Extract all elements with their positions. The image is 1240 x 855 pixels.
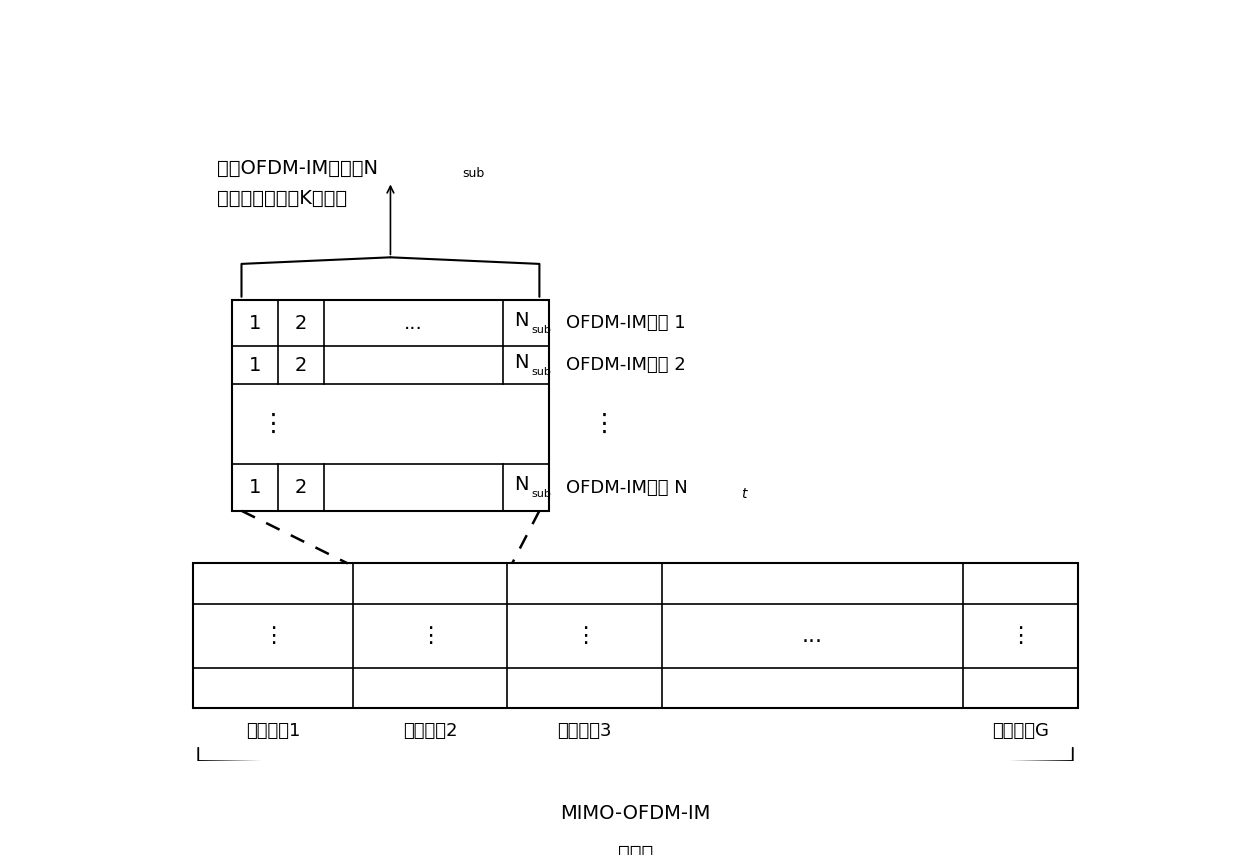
Text: 1: 1 bbox=[249, 314, 262, 333]
Text: 1: 1 bbox=[249, 356, 262, 374]
Text: ⋮: ⋮ bbox=[262, 626, 284, 646]
Text: ⋮: ⋮ bbox=[1009, 626, 1032, 646]
Text: 信号帧: 信号帧 bbox=[618, 844, 653, 855]
Text: t: t bbox=[742, 487, 746, 501]
Text: ...: ... bbox=[404, 314, 423, 333]
Text: OFDM-IM子帧 1: OFDM-IM子帧 1 bbox=[567, 315, 686, 333]
Text: sub: sub bbox=[532, 367, 552, 377]
Text: ⋮: ⋮ bbox=[574, 626, 595, 646]
Text: 每个OFDM-IM子帧共N: 每个OFDM-IM子帧共N bbox=[217, 159, 378, 178]
Bar bbox=[193, 563, 1078, 708]
Text: ⋮: ⋮ bbox=[419, 626, 441, 646]
Text: 2: 2 bbox=[295, 356, 308, 374]
Text: MIMO-OFDM-IM: MIMO-OFDM-IM bbox=[560, 804, 711, 823]
Bar bbox=[232, 300, 549, 510]
Text: sub: sub bbox=[532, 325, 552, 335]
Text: 信号子帧1: 信号子帧1 bbox=[246, 722, 300, 740]
Text: OFDM-IM子帧 2: OFDM-IM子帧 2 bbox=[567, 357, 686, 374]
Text: ⋮: ⋮ bbox=[593, 412, 618, 436]
Text: N: N bbox=[513, 475, 528, 494]
Text: 信号子帧G: 信号子帧G bbox=[992, 722, 1049, 740]
Text: 信号子帧3: 信号子帧3 bbox=[558, 722, 611, 740]
Text: 1: 1 bbox=[249, 478, 262, 497]
Text: 信号子帧2: 信号子帧2 bbox=[403, 722, 458, 740]
Text: sub: sub bbox=[463, 167, 485, 180]
Text: N: N bbox=[513, 353, 528, 372]
Text: ...: ... bbox=[802, 626, 823, 646]
Text: 个子载波，其中K个激活: 个子载波，其中K个激活 bbox=[217, 189, 347, 208]
Text: 2: 2 bbox=[295, 478, 308, 497]
Text: OFDM-IM子帧 N: OFDM-IM子帧 N bbox=[567, 479, 688, 497]
Text: sub: sub bbox=[532, 489, 552, 499]
Text: N: N bbox=[513, 311, 528, 330]
Text: 2: 2 bbox=[295, 314, 308, 333]
Text: ⋮: ⋮ bbox=[260, 412, 285, 436]
